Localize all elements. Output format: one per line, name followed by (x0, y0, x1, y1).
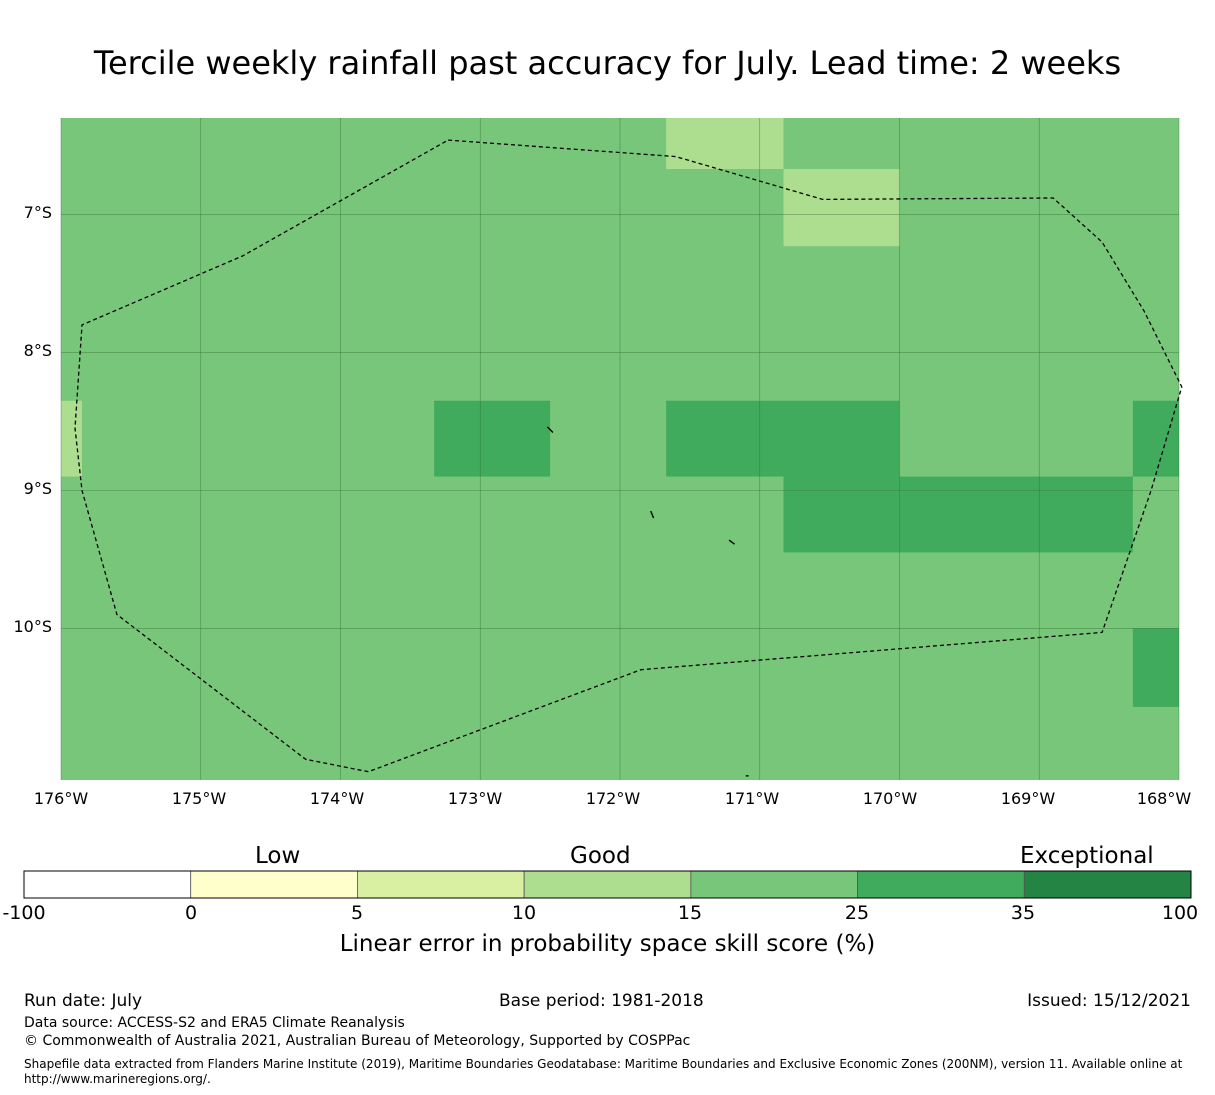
colorbar-bin (1023, 870, 1192, 899)
skill-cell (666, 118, 784, 170)
lat-label-8s: 8°S (23, 341, 52, 360)
lon-label-173w: 173°W (447, 789, 503, 808)
colorbar (23, 870, 1192, 899)
island-outline (728, 539, 736, 545)
skill-cell (783, 476, 1133, 553)
colorbar-tick-label: 10 (511, 902, 537, 924)
lon-label-169w: 169°W (1000, 789, 1056, 808)
skill-cell (61, 400, 82, 477)
lon-label-170w: 170°W (862, 789, 918, 808)
map-title: Tercile weekly rainfall past accuracy fo… (93, 44, 1122, 82)
colorbar-category-good: Good (570, 843, 631, 869)
colorbar-bin (523, 870, 692, 899)
copyright: © Commonwealth of Australia 2021, Austra… (24, 1033, 691, 1049)
skill-cell (666, 400, 900, 477)
skill-cells-layer (61, 118, 1179, 707)
skill-cell (1132, 400, 1179, 477)
data-source: Data source: ACCESS-S2 and ERA5 Climate … (24, 1015, 405, 1031)
colorbar-label: Linear error in probability space skill … (339, 931, 876, 957)
issued-date: Issued: 15/12/2021 (1027, 991, 1191, 1011)
colorbar-tick-label: 5 (350, 902, 364, 924)
colorbar-tick-label: 15 (677, 902, 703, 924)
colorbar-tick-label: -100 (2, 902, 46, 924)
colorbar-tick-label: 25 (844, 902, 870, 924)
colorbar-bin (190, 870, 358, 899)
island-outline (650, 510, 655, 519)
lon-label-174w: 174°W (309, 789, 365, 808)
base-period: Base period: 1981-2018 (499, 991, 704, 1011)
colorbar-bin (690, 870, 858, 899)
island-outline (546, 426, 554, 433)
colorbar-category-exceptional: Exceptional (1020, 843, 1154, 869)
colorbar-tick-label: 100 (1161, 902, 1199, 924)
skill-cell (783, 169, 900, 247)
colorbar-tick-label: 35 (1010, 902, 1036, 924)
eez-boundary-line (74, 139, 1183, 773)
lon-label-172w: 172°W (585, 789, 641, 808)
lat-label-10s: 10°S (13, 617, 52, 636)
colorbar-bin (23, 870, 192, 899)
lon-label-171w: 171°W (724, 789, 780, 808)
colorbar-frame (23, 870, 1192, 899)
lat-label-9s: 9°S (23, 479, 52, 498)
skill-cell (1132, 628, 1179, 707)
run-date: Run date: July (24, 991, 143, 1011)
skill-cell (434, 400, 551, 477)
lat-label-7s: 7°S (23, 203, 52, 222)
lon-label-168w: 168°W (1136, 789, 1192, 808)
colorbar-bin (857, 870, 1025, 899)
shapefile-note: Shapefile data extracted from Flanders M… (24, 1057, 1183, 1086)
colorbar-bin (357, 870, 525, 899)
graticule-layer (60, 118, 1180, 780)
colorbar-tick-label: 0 (184, 902, 198, 924)
islands-layer (546, 426, 749, 777)
lon-label-176w: 176°W (33, 789, 89, 808)
colorbar-category-low: Low (255, 843, 301, 869)
eez-boundary-layer (74, 139, 1183, 773)
lon-label-175w: 175°W (171, 789, 227, 808)
